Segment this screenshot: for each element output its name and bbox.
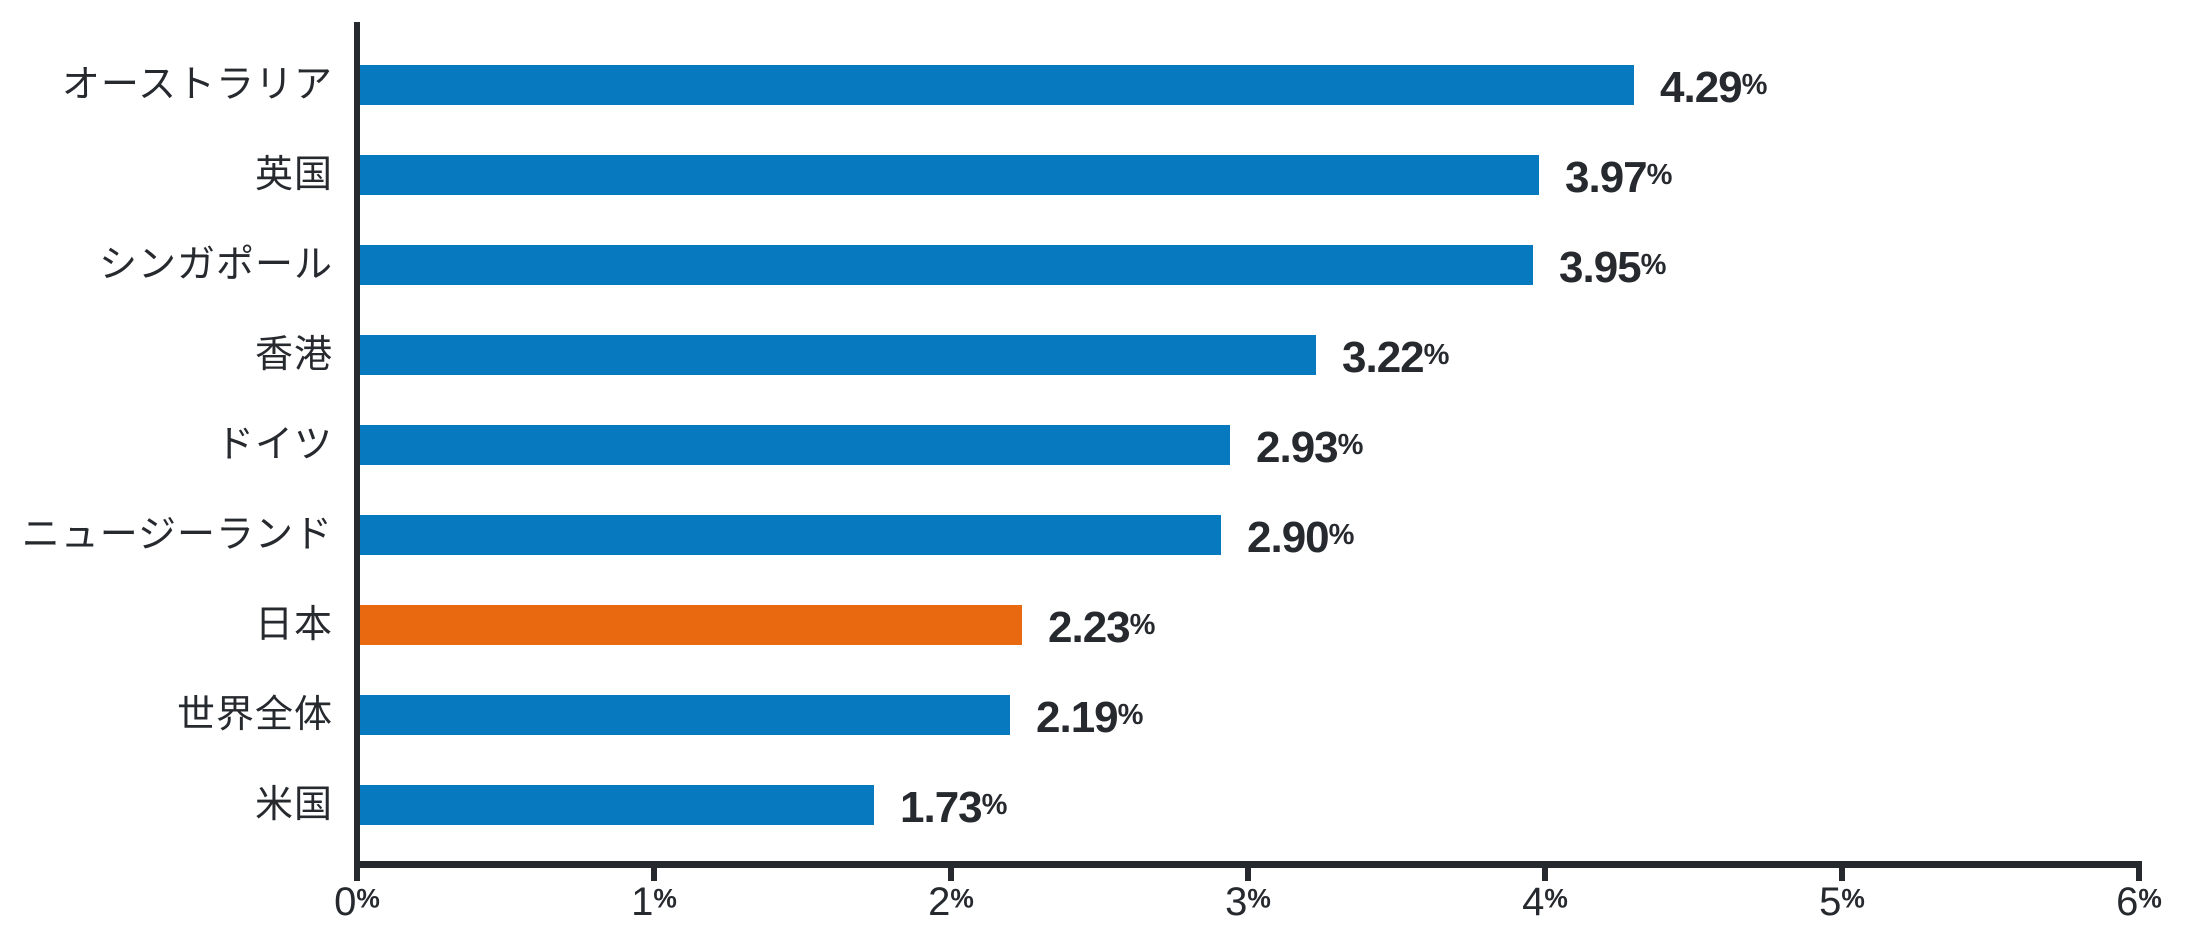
bar bbox=[360, 425, 1230, 465]
percent-sign: % bbox=[981, 789, 1008, 821]
axis-tick bbox=[1542, 868, 1548, 881]
bar bbox=[360, 695, 1010, 735]
axis-tick-label: 5% bbox=[1819, 880, 1865, 924]
category-label: 日本 bbox=[254, 604, 333, 646]
value-label: 3.22% bbox=[1342, 333, 1450, 383]
percent-sign: % bbox=[653, 883, 677, 914]
axis-tick bbox=[2136, 868, 2142, 881]
bar bbox=[360, 65, 1634, 105]
category-label: オーストラリア bbox=[61, 64, 333, 106]
value-label: 3.95% bbox=[1559, 243, 1667, 293]
category-label: ドイツ bbox=[215, 424, 333, 466]
bar bbox=[360, 515, 1221, 555]
category-label: 世界全体 bbox=[176, 694, 333, 736]
bar-row: シンガポール 3.95% bbox=[0, 220, 2200, 310]
percent-sign: % bbox=[1646, 159, 1673, 191]
bar-row: 世界全体 2.19% bbox=[0, 670, 2200, 760]
axis-tick-label: 2% bbox=[928, 880, 974, 924]
category-label: 香港 bbox=[254, 334, 333, 376]
percent-sign: % bbox=[1129, 609, 1156, 641]
bar bbox=[360, 335, 1316, 375]
axis-tick bbox=[354, 868, 360, 881]
percent-sign: % bbox=[1741, 69, 1768, 101]
percent-sign: % bbox=[1337, 429, 1364, 461]
bar bbox=[360, 155, 1539, 195]
axis-tick bbox=[948, 868, 954, 881]
axis-tick-label: 1% bbox=[631, 880, 677, 924]
percent-sign: % bbox=[1544, 883, 1568, 914]
category-label: 英国 bbox=[254, 154, 333, 196]
bar-row: ドイツ 2.93% bbox=[0, 400, 2200, 490]
value-label: 2.93% bbox=[1256, 423, 1364, 473]
percent-sign: % bbox=[1117, 699, 1144, 731]
percent-sign: % bbox=[1328, 519, 1355, 551]
category-label: ニュージーランド bbox=[21, 514, 333, 556]
percent-sign: % bbox=[1423, 339, 1450, 371]
bar-highlighted bbox=[360, 605, 1022, 645]
value-label: 2.23% bbox=[1048, 603, 1156, 653]
value-label: 2.90% bbox=[1247, 513, 1355, 563]
axis-tick bbox=[651, 868, 657, 881]
y-axis-line bbox=[354, 22, 360, 868]
bar bbox=[360, 245, 1533, 285]
axis-tick-label: 4% bbox=[1522, 880, 1568, 924]
category-label: 米国 bbox=[254, 784, 333, 826]
percent-sign: % bbox=[1247, 883, 1271, 914]
value-label: 4.29% bbox=[1660, 63, 1768, 113]
bar-row: 日本 2.23% bbox=[0, 580, 2200, 670]
axis-tick bbox=[1245, 868, 1251, 881]
value-label: 2.19% bbox=[1036, 693, 1144, 743]
bar-row: ニュージーランド 2.90% bbox=[0, 490, 2200, 580]
axis-tick-label: 0% bbox=[334, 880, 380, 924]
value-label: 1.73% bbox=[900, 783, 1008, 833]
bar-row: 香港 3.22% bbox=[0, 310, 2200, 400]
bar bbox=[360, 785, 874, 825]
bar-row: オーストラリア 4.29% bbox=[0, 40, 2200, 130]
bar-row: 米国 1.73% bbox=[0, 760, 2200, 850]
percent-sign: % bbox=[356, 883, 380, 914]
percent-sign: % bbox=[2138, 883, 2162, 914]
percent-sign: % bbox=[1841, 883, 1865, 914]
percent-sign: % bbox=[1640, 249, 1667, 281]
category-label: シンガポール bbox=[98, 244, 333, 286]
value-label: 3.97% bbox=[1565, 153, 1673, 203]
axis-tick-label: 6% bbox=[2116, 880, 2162, 924]
bar-row: 英国 3.97% bbox=[0, 130, 2200, 220]
percent-sign: % bbox=[950, 883, 974, 914]
axis-tick-label: 3% bbox=[1225, 880, 1271, 924]
axis-tick bbox=[1839, 868, 1845, 881]
x-axis-line bbox=[354, 861, 2142, 868]
